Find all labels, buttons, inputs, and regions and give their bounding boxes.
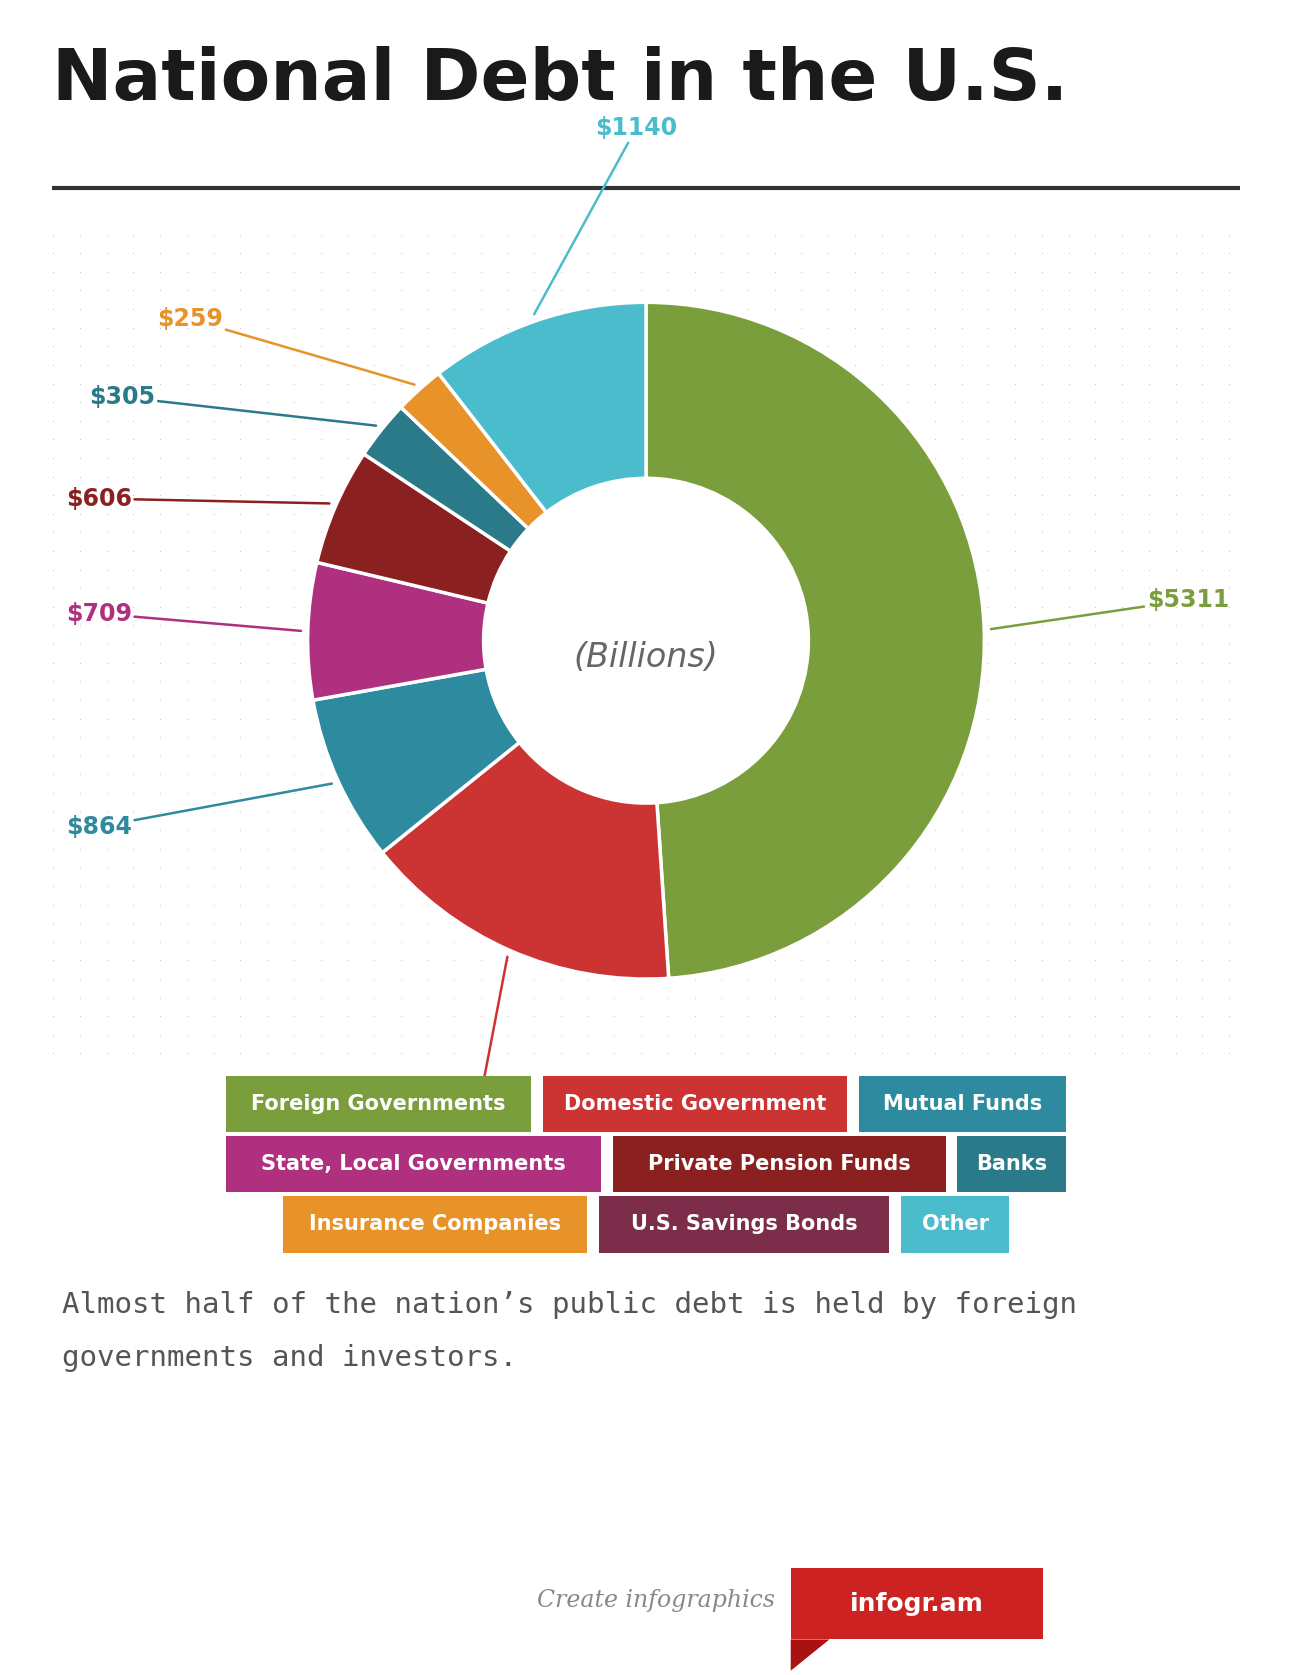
Text: $259: $259 bbox=[158, 307, 415, 385]
Text: $1140: $1140 bbox=[534, 116, 677, 315]
FancyBboxPatch shape bbox=[902, 1196, 1009, 1253]
Text: Mutual Funds: Mutual Funds bbox=[882, 1094, 1043, 1114]
Text: National Debt in the U.S.: National Debt in the U.S. bbox=[52, 45, 1068, 116]
Wedge shape bbox=[438, 302, 646, 513]
Text: (Billions): (Billions) bbox=[574, 642, 718, 673]
Text: Foreign Governments: Foreign Governments bbox=[252, 1094, 506, 1114]
Text: $1660: $1660 bbox=[435, 956, 517, 1132]
Wedge shape bbox=[401, 374, 547, 529]
Text: $305: $305 bbox=[89, 385, 376, 425]
FancyBboxPatch shape bbox=[612, 1136, 946, 1193]
Text: State, Local Governments: State, Local Governments bbox=[261, 1154, 566, 1174]
Text: Private Pension Funds: Private Pension Funds bbox=[647, 1154, 911, 1174]
Text: $606: $606 bbox=[66, 486, 329, 511]
Text: Other: Other bbox=[921, 1214, 988, 1234]
Wedge shape bbox=[307, 563, 488, 700]
FancyBboxPatch shape bbox=[226, 1075, 531, 1132]
Wedge shape bbox=[313, 670, 519, 853]
Polygon shape bbox=[791, 1640, 829, 1670]
Wedge shape bbox=[364, 407, 528, 551]
Text: $864: $864 bbox=[66, 784, 332, 839]
FancyBboxPatch shape bbox=[226, 1136, 601, 1193]
Circle shape bbox=[483, 479, 809, 802]
Text: Domestic Government: Domestic Government bbox=[563, 1094, 827, 1114]
Wedge shape bbox=[646, 302, 985, 978]
FancyBboxPatch shape bbox=[859, 1075, 1066, 1132]
Text: infogr.am: infogr.am bbox=[850, 1591, 983, 1616]
Text: U.S. Savings Bonds: U.S. Savings Bonds bbox=[630, 1214, 858, 1234]
FancyBboxPatch shape bbox=[791, 1568, 1043, 1640]
Text: $709: $709 bbox=[66, 601, 301, 631]
Text: $5311: $5311 bbox=[991, 588, 1229, 630]
FancyBboxPatch shape bbox=[599, 1196, 889, 1253]
Wedge shape bbox=[382, 742, 669, 978]
Text: Create infographics: Create infographics bbox=[537, 1590, 775, 1613]
FancyBboxPatch shape bbox=[283, 1196, 587, 1253]
FancyBboxPatch shape bbox=[957, 1136, 1066, 1193]
Text: Banks: Banks bbox=[975, 1154, 1047, 1174]
Text: Insurance Companies: Insurance Companies bbox=[309, 1214, 561, 1234]
FancyBboxPatch shape bbox=[543, 1075, 848, 1132]
Wedge shape bbox=[317, 454, 510, 603]
Text: Almost half of the nation’s public debt is held by foreign
governments and inves: Almost half of the nation’s public debt … bbox=[62, 1291, 1078, 1372]
